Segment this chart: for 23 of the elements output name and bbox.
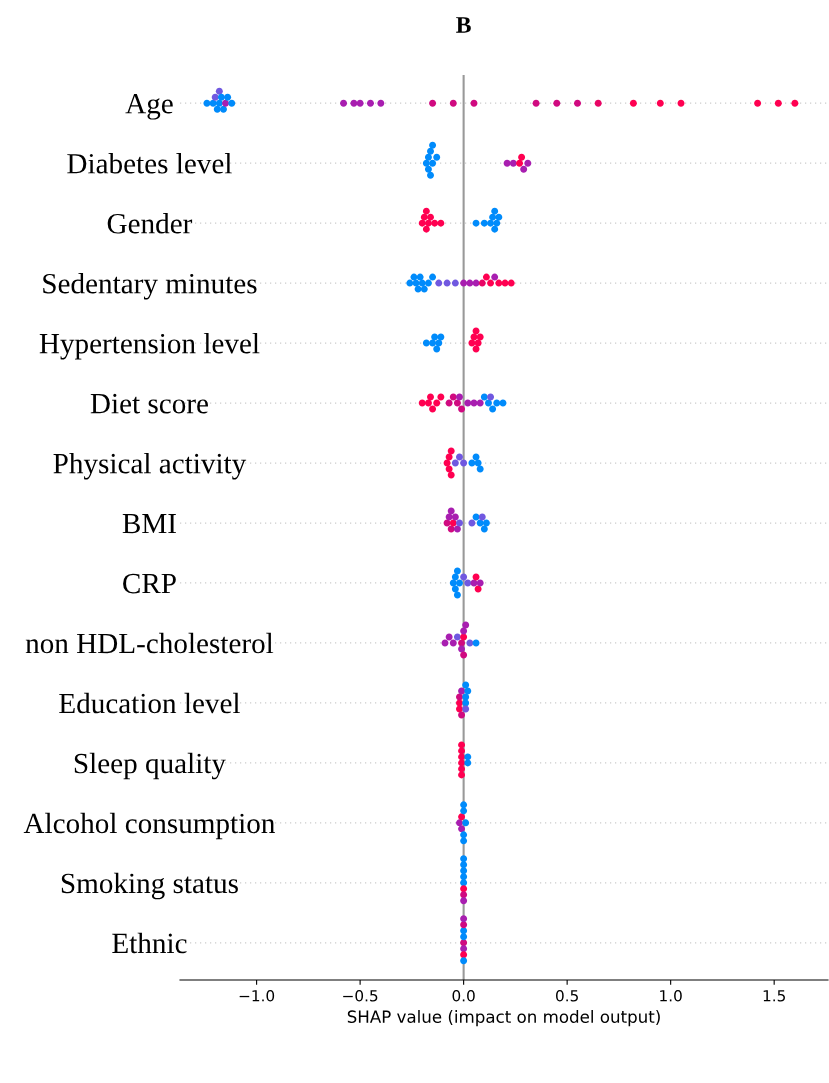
y-tick-label: BMI — [122, 514, 176, 534]
y-tick-label: Sleep quality — [74, 752, 226, 780]
y-tick-label: Smoking status — [61, 872, 238, 900]
x-tick-label: 1.0 — [660, 989, 682, 1002]
y-tick-label: Age — [125, 94, 173, 120]
y-tick-label: Alcohol consumption — [23, 812, 275, 840]
y-tick-label: Hypertension level — [39, 332, 260, 360]
x-tick-label: 0.5 — [556, 989, 578, 1002]
x-tick-label: 1.5 — [763, 990, 785, 1002]
x-tick-label: −0.5 — [343, 989, 378, 1002]
x-axis-title: SHAP value (impact on model output) — [347, 1010, 660, 1027]
x-tick-label: 0.0 — [452, 989, 475, 1002]
y-tick-label: Physical activity — [53, 452, 247, 480]
y-tick-label: Gender — [107, 213, 193, 234]
y-tick-label: Education level — [59, 692, 240, 714]
y-tick-label: Diabetes level — [67, 153, 232, 174]
y-tick-label: Diet score — [90, 393, 208, 414]
y-tick-label: Ethnic — [112, 932, 187, 954]
y-tick-label: non HDL-cholesterol — [25, 632, 274, 654]
y-tick-label: Sedentary minutes — [43, 272, 257, 300]
chart-title: B — [456, 17, 471, 33]
x-tick-label: −1.0 — [239, 989, 275, 1002]
y-tick-label: CRP — [123, 573, 176, 594]
